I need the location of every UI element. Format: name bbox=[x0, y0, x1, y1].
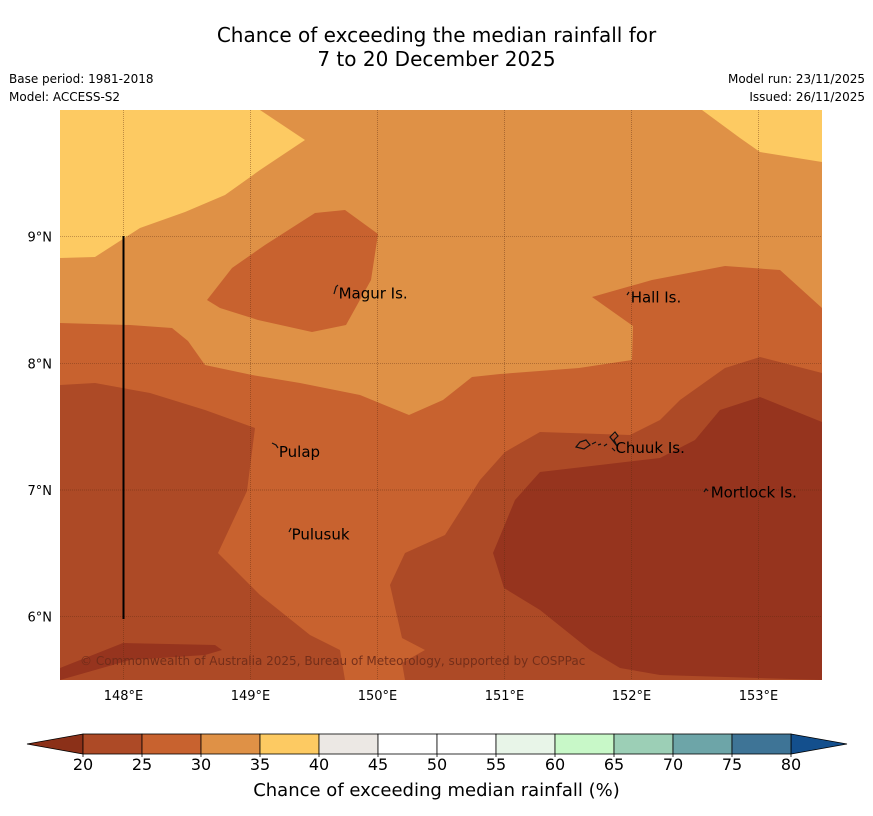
model-run: Model run: 23/11/2025 bbox=[727, 72, 865, 86]
colorbar-swatch bbox=[82, 733, 143, 755]
band-35-40-west bbox=[60, 110, 305, 258]
band-20-25-west bbox=[60, 383, 345, 680]
colorbar-tick-label: 60 bbox=[544, 755, 566, 774]
map-title-line1: Chance of exceeding the median rainfall … bbox=[216, 23, 657, 47]
issued-date: Issued: 26/11/2025 bbox=[749, 90, 865, 104]
band-25-30-magur bbox=[207, 210, 378, 332]
colorbar-swatch bbox=[200, 733, 261, 755]
colorbar-tick-label: 80 bbox=[780, 755, 802, 774]
colorbar-swatch bbox=[259, 733, 320, 755]
colorbar-under-arrow bbox=[26, 733, 84, 755]
band-under-20-east bbox=[493, 397, 822, 680]
island-chuuk-lagoon bbox=[574, 431, 619, 452]
copyright-notice: © Commonwealth of Australia 2025, Bureau… bbox=[80, 654, 585, 668]
lon-tick-label: 152°E bbox=[612, 689, 652, 704]
colorbar-swatch bbox=[377, 733, 438, 755]
island-mortlock bbox=[703, 488, 709, 493]
meta-right: Model run: 23/11/2025 Issued: 26/11/2025 bbox=[728, 70, 865, 106]
colorbar bbox=[26, 733, 848, 757]
colorbar-swatch bbox=[672, 733, 733, 755]
colorbar-swatch bbox=[318, 733, 379, 755]
lon-tick-label: 151°E bbox=[485, 689, 525, 704]
lon-tick-label: 150°E bbox=[358, 689, 398, 704]
colorbar-tick-label: 25 bbox=[131, 755, 153, 774]
island-pulap bbox=[271, 442, 279, 449]
place-label: Mortlock Is. bbox=[711, 484, 797, 502]
colorbar-tick-label: 55 bbox=[485, 755, 507, 774]
colorbar-tick-label: 30 bbox=[190, 755, 212, 774]
colorbar-swatch bbox=[613, 733, 674, 755]
place-label: Hall Is. bbox=[631, 288, 682, 306]
colorbar-swatch bbox=[436, 733, 497, 755]
map-plot-area bbox=[60, 110, 822, 680]
place-label: Chuuk Is. bbox=[615, 439, 684, 457]
colorbar-tick-label: 35 bbox=[249, 755, 271, 774]
lat-tick-label: 7°N bbox=[28, 484, 53, 499]
place-label: Pulusuk bbox=[292, 525, 350, 543]
lat-tick-label: 6°N bbox=[28, 611, 53, 626]
colorbar-tick-label: 40 bbox=[308, 755, 330, 774]
colorbar-swatch bbox=[731, 733, 792, 755]
lon-tick-label: 148°E bbox=[104, 689, 144, 704]
map-axis-ticks: 148°E 149°E 150°E 151°E 152°E 153°E 9°N 8°N 7°N 6… bbox=[28, 231, 779, 704]
colorbar-swatch bbox=[141, 733, 202, 755]
map-title-line2: 7 to 20 December 2025 bbox=[317, 47, 556, 71]
base-period: Base period: 1981-2018 bbox=[9, 72, 154, 86]
lon-tick-label: 149°E bbox=[231, 689, 271, 704]
colorbar-label: Chance of exceeding median rainfall (%) bbox=[253, 780, 620, 801]
lat-tick-label: 9°N bbox=[28, 231, 53, 246]
place-label: Magur Is. bbox=[339, 285, 408, 303]
place-label: Pulap bbox=[279, 443, 320, 461]
colorbar-swatch bbox=[495, 733, 556, 755]
colorbar-tick-label: 75 bbox=[721, 755, 743, 774]
colorbar-swatch bbox=[554, 733, 615, 755]
colorbar-tick-label: 50 bbox=[426, 755, 448, 774]
band-35-40-east bbox=[702, 110, 822, 162]
lat-tick-label: 8°N bbox=[28, 357, 53, 372]
island-hall bbox=[626, 291, 630, 296]
colorbar-tick-label: 20 bbox=[72, 755, 94, 774]
band-under-20-southwest bbox=[60, 643, 222, 680]
island-pulusuk bbox=[288, 527, 292, 533]
island-magur bbox=[333, 284, 339, 295]
place-labels: Magur Is. Hall Is. Pulap Chuuk Is. Mortlock … bbox=[279, 285, 797, 544]
colorbar-tick-label: 70 bbox=[662, 755, 684, 774]
meta-left: Base period: 1981-2018 Model: ACCESS-S2 bbox=[9, 70, 154, 106]
model-name: Model: ACCESS-S2 bbox=[9, 90, 121, 104]
lon-tick-label: 153°E bbox=[739, 689, 779, 704]
island-outlines bbox=[271, 284, 709, 533]
colorbar-over-arrow bbox=[790, 733, 848, 755]
colorbar-tick-label: 45 bbox=[367, 755, 389, 774]
colorbar-tick-label: 65 bbox=[603, 755, 625, 774]
